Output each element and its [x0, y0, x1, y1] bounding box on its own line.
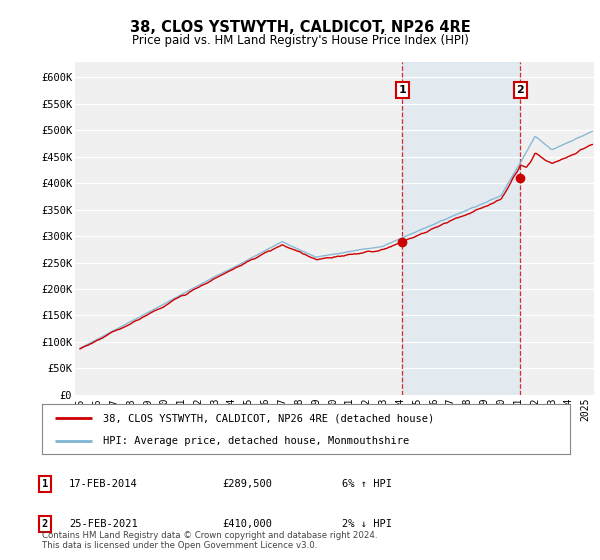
Text: Price paid vs. HM Land Registry's House Price Index (HPI): Price paid vs. HM Land Registry's House … — [131, 34, 469, 46]
Text: 2% ↓ HPI: 2% ↓ HPI — [342, 519, 392, 529]
Text: Contains HM Land Registry data © Crown copyright and database right 2024.
This d: Contains HM Land Registry data © Crown c… — [42, 530, 377, 550]
Bar — [402, 62, 520, 395]
Text: 1: 1 — [398, 85, 406, 95]
Text: 2: 2 — [517, 85, 524, 95]
Text: £289,500: £289,500 — [222, 479, 272, 489]
Text: £410,000: £410,000 — [222, 519, 272, 529]
Text: 6% ↑ HPI: 6% ↑ HPI — [342, 479, 392, 489]
Text: 17-FEB-2014: 17-FEB-2014 — [69, 479, 138, 489]
Text: HPI: Average price, detached house, Monmouthshire: HPI: Average price, detached house, Monm… — [103, 436, 409, 446]
Text: 38, CLOS YSTWYTH, CALDICOT, NP26 4RE (detached house): 38, CLOS YSTWYTH, CALDICOT, NP26 4RE (de… — [103, 413, 434, 423]
Text: 2: 2 — [42, 519, 48, 529]
Text: 25-FEB-2021: 25-FEB-2021 — [69, 519, 138, 529]
Text: 1: 1 — [42, 479, 48, 489]
Text: 38, CLOS YSTWYTH, CALDICOT, NP26 4RE: 38, CLOS YSTWYTH, CALDICOT, NP26 4RE — [130, 20, 470, 35]
